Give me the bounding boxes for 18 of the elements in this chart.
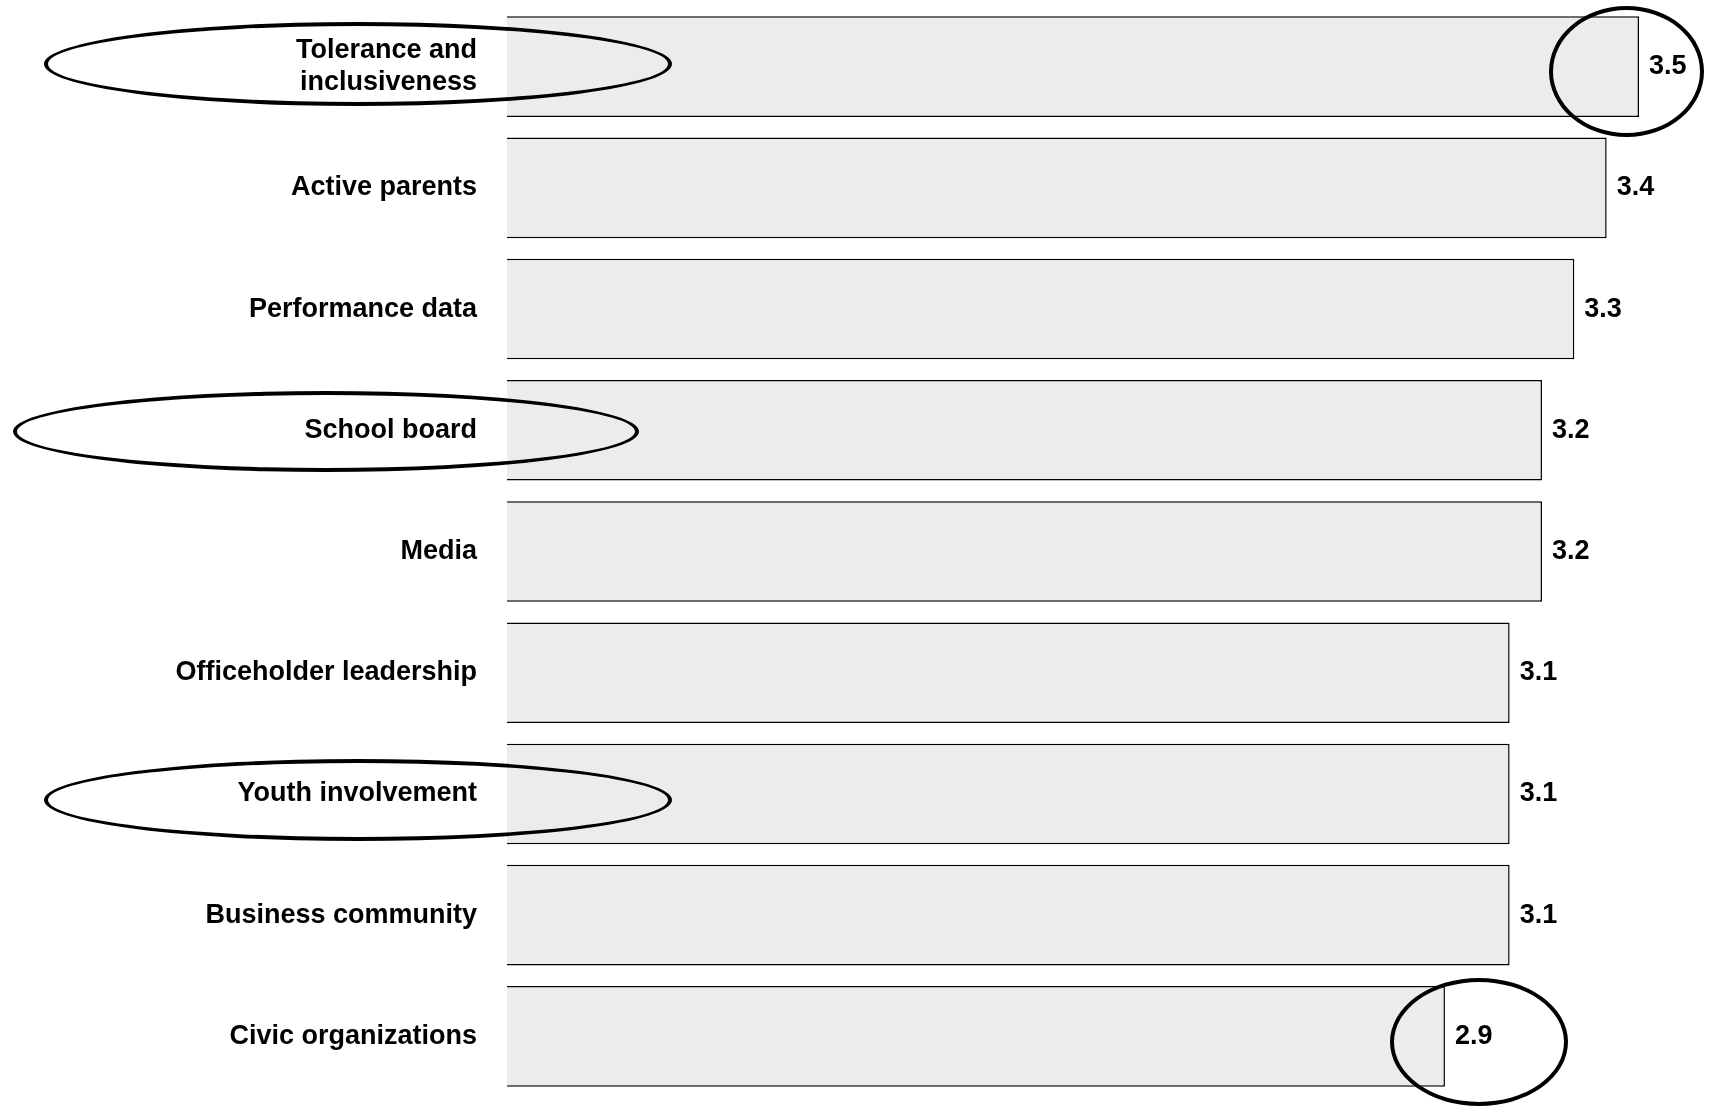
data-label: 3.4 — [1616, 171, 1655, 202]
data-label: 3.3 — [1584, 292, 1622, 323]
y-tick-label: Active parents — [290, 171, 477, 202]
y-tick-label: Officeholder leadership — [175, 656, 477, 687]
y-tick-label: Youth involvement — [237, 777, 477, 808]
data-label: 2.9 — [1454, 1019, 1493, 1050]
y-tick-label: School board — [304, 413, 477, 444]
data-label: 3.1 — [1519, 777, 1558, 808]
data-label: 3.1 — [1519, 898, 1558, 929]
y-tick-label: Media — [400, 534, 478, 565]
data-label: 3.1 — [1519, 656, 1558, 687]
y-tick-label: Performance data — [248, 292, 478, 323]
y-tick-label: Business community — [205, 898, 477, 929]
data-label: 3.5 — [1649, 50, 1687, 81]
y-tick-label: Tolerance and inclusiveness — [295, 33, 477, 97]
data-label: 3.2 — [1551, 413, 1590, 444]
y-tick-label: Civic organizations — [229, 1019, 477, 1050]
data-label: 3.2 — [1551, 534, 1590, 565]
